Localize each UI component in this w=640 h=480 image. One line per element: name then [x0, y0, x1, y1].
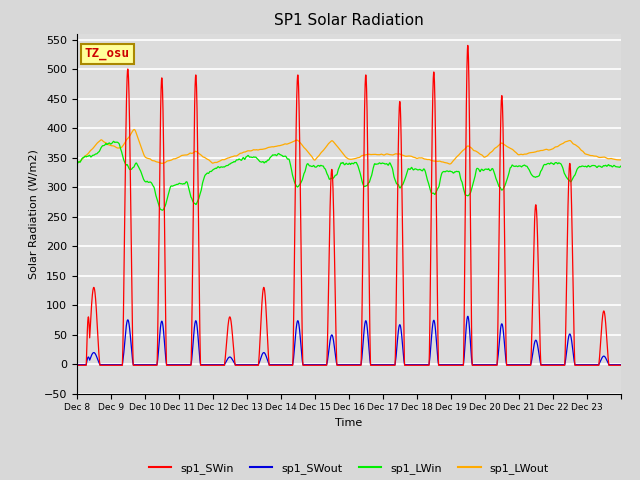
sp1_LWout	[186, 150, 193, 156]
sp1_SWout	[398, 336, 406, 341]
sp1_SWout	[186, 362, 193, 368]
sp1_LWin	[617, 163, 625, 169]
sp1_SWin	[73, 362, 81, 368]
sp1_LWin	[499, 187, 506, 193]
sp1_LWout	[445, 161, 453, 167]
sp1_SWout	[73, 362, 81, 368]
sp1_SWin	[498, 94, 506, 99]
Line: sp1_SWout: sp1_SWout	[77, 316, 621, 365]
sp1_SWout	[369, 362, 377, 368]
sp1_SWin	[398, 191, 406, 197]
sp1_SWout	[464, 313, 472, 319]
sp1_LWout	[525, 150, 532, 156]
sp1_SWin	[186, 362, 193, 368]
X-axis label: Time: Time	[335, 418, 362, 428]
Text: TZ_osu: TZ_osu	[85, 48, 130, 60]
sp1_LWout	[369, 152, 377, 157]
sp1_LWin	[186, 189, 194, 195]
sp1_LWin	[539, 164, 547, 170]
sp1_LWin	[398, 182, 406, 188]
sp1_SWin	[617, 362, 625, 368]
sp1_SWin	[369, 362, 377, 368]
sp1_LWin	[369, 166, 377, 171]
sp1_LWin	[525, 166, 532, 172]
Line: sp1_LWout: sp1_LWout	[77, 130, 621, 164]
sp1_SWin	[464, 43, 472, 48]
sp1_SWout	[498, 321, 506, 327]
sp1_LWin	[159, 207, 166, 213]
sp1_SWout	[525, 362, 532, 368]
Line: sp1_SWin: sp1_SWin	[77, 46, 621, 365]
sp1_SWin	[539, 362, 547, 368]
Line: sp1_LWin: sp1_LWin	[77, 141, 621, 210]
sp1_SWin	[525, 362, 532, 368]
Y-axis label: Solar Radiation (W/m2): Solar Radiation (W/m2)	[28, 149, 38, 278]
sp1_LWout	[398, 152, 406, 158]
sp1_LWout	[131, 127, 138, 132]
sp1_LWout	[617, 157, 625, 163]
sp1_LWin	[109, 138, 117, 144]
sp1_LWout	[73, 159, 81, 165]
sp1_SWout	[617, 362, 625, 368]
Legend: sp1_SWin, sp1_SWout, sp1_LWin, sp1_LWout: sp1_SWin, sp1_SWout, sp1_LWin, sp1_LWout	[145, 458, 553, 478]
sp1_SWout	[539, 362, 547, 368]
sp1_LWout	[499, 140, 506, 146]
Title: SP1 Solar Radiation: SP1 Solar Radiation	[274, 13, 424, 28]
sp1_LWin	[73, 161, 81, 167]
sp1_LWout	[539, 147, 547, 153]
